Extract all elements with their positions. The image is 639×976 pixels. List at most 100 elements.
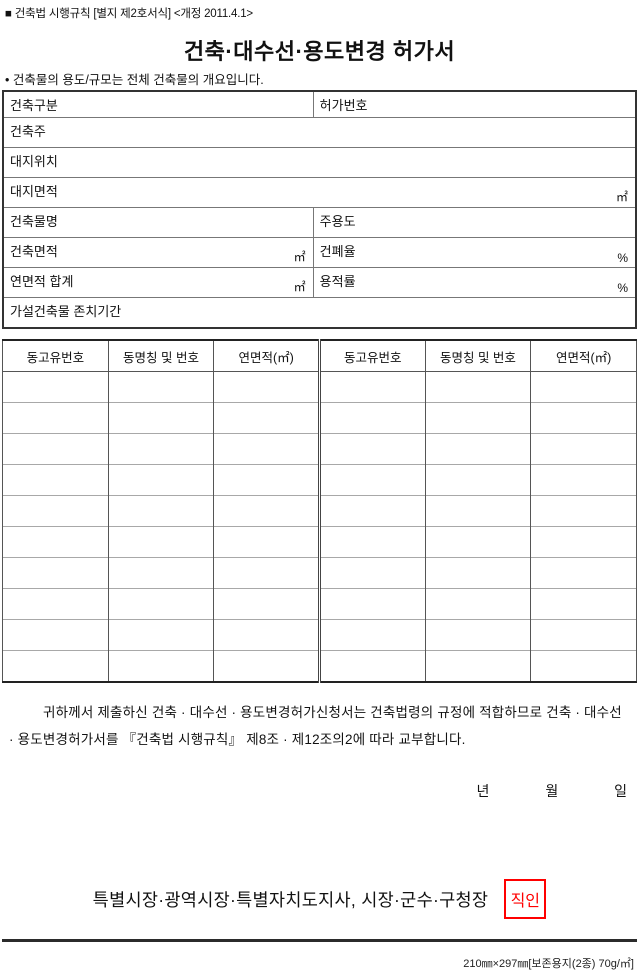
dong-table-empty-row xyxy=(2,402,637,434)
dong-name-header: 동명칭 및 번호 xyxy=(107,339,215,372)
dong-table-empty-cell xyxy=(2,588,109,620)
dong-table-empty-cell xyxy=(213,650,320,682)
building-name-label: 건축물명 xyxy=(10,214,58,229)
site-area-label: 대지면적 xyxy=(10,184,58,199)
main-use-label: 주용도 xyxy=(319,214,356,229)
dong-table-empty-cell xyxy=(530,588,637,620)
dong-table-empty-cell xyxy=(107,650,215,682)
dong-table-empty-cell xyxy=(107,588,215,620)
dong-table-empty-cell xyxy=(213,619,320,651)
dong-table-empty-cell xyxy=(530,619,637,651)
dong-table-empty-cell xyxy=(107,526,215,558)
dong-table-empty-cell xyxy=(317,402,426,434)
dong-table-empty-cell xyxy=(424,526,532,558)
coverage-ratio-unit: % xyxy=(617,251,628,265)
dong-table-empty-row xyxy=(2,371,637,403)
dong-table-empty-row xyxy=(2,433,637,465)
table-row: 연면적 합계 ㎡ 용적률 % xyxy=(2,267,637,298)
site-location-label: 대지위치 xyxy=(10,154,58,169)
dong-table-empty-row xyxy=(2,557,637,589)
dong-table-empty-cell xyxy=(107,402,215,434)
dong-table-empty-cell xyxy=(213,495,320,527)
temporary-building-cell: 가설건축물 존치기간 xyxy=(2,297,637,329)
table-row: 가설건축물 존치기간 xyxy=(2,297,637,329)
dong-table-empty-cell xyxy=(2,650,109,682)
table-row: 건축구분 허가번호 xyxy=(2,90,637,118)
dong-table-empty-cell xyxy=(530,402,637,434)
dong-table-empty-cell xyxy=(530,495,637,527)
dong-table-empty-row xyxy=(2,464,637,496)
dong-table-empty-cell xyxy=(317,650,426,682)
owner-label: 건축주 xyxy=(10,124,46,139)
building-name-cell: 건축물명 xyxy=(2,207,314,238)
paper-spec-note: 210㎜×297㎜[보존용지(2종) 70g/㎡] xyxy=(463,958,634,970)
building-area-cell: 건축면적 ㎡ xyxy=(2,237,314,268)
dong-table-empty-cell xyxy=(213,402,320,434)
dong-table-empty-cell xyxy=(424,464,532,496)
date-line: 년 월 일 xyxy=(2,781,637,801)
floor-area-ratio-unit: % xyxy=(617,281,628,295)
total-floor-area-label: 연면적 합계 xyxy=(10,274,74,289)
site-area-cell: 대지면적 ㎡ xyxy=(2,177,637,208)
dong-table-empty-row xyxy=(2,495,637,527)
site-location-cell: 대지위치 xyxy=(2,147,637,178)
signature-row: 특별시장·광역시장·특별자치도지사, 시장·군수·구청장 직인 xyxy=(2,879,637,919)
building-area-label: 건축면적 xyxy=(10,244,58,259)
dong-table-empty-cell xyxy=(424,650,532,682)
issuer-title: 특별시장·광역시장·특별자치도지사, 시장·군수·구청장 xyxy=(92,889,489,910)
official-seal-label: 직인 xyxy=(510,893,541,910)
dong-id-header: 동고유번호 xyxy=(2,339,109,372)
table-row: 대지면적 ㎡ xyxy=(2,177,637,208)
dong-table-empty-cell xyxy=(2,402,109,434)
bottom-rule xyxy=(2,939,637,942)
dong-table-empty-row xyxy=(2,650,637,682)
temporary-building-label: 가설건축물 존치기간 xyxy=(10,304,122,319)
dong-table-empty-cell xyxy=(530,464,637,496)
dong-table-empty-cell xyxy=(107,619,215,651)
dong-table-empty-cell xyxy=(424,402,532,434)
table-row: 대지위치 xyxy=(2,147,637,178)
construction-type-label: 건축구분 xyxy=(10,98,58,113)
dong-table-empty-cell xyxy=(530,557,637,589)
dong-table-empty-cell xyxy=(317,526,426,558)
dong-table-empty-row xyxy=(2,619,637,651)
dong-table-empty-cell xyxy=(107,464,215,496)
building-overview-table: 건축구분 허가번호 건축주 대지위치 대지면적 ㎡ 건축물명 주용도 xyxy=(2,90,637,329)
dong-table-empty-cell xyxy=(213,433,320,465)
dong-table-empty-cell xyxy=(107,433,215,465)
building-area-unit: ㎡ xyxy=(293,250,306,264)
construction-type-cell: 건축구분 xyxy=(2,90,314,118)
dong-table-empty-cell xyxy=(317,619,426,651)
dong-table-empty-cell xyxy=(317,495,426,527)
dong-table-empty-cell xyxy=(107,557,215,589)
site-area-unit: ㎡ xyxy=(615,190,628,204)
dong-table-empty-cell xyxy=(213,464,320,496)
dong-floor-area-header: 연면적(㎡) xyxy=(213,339,320,372)
dong-table-empty-cell xyxy=(424,557,532,589)
dong-table-empty-cell xyxy=(317,588,426,620)
table-row: 건축물명 주용도 xyxy=(2,207,637,238)
dong-table-empty-cell xyxy=(424,371,532,403)
table-row: 건축주 xyxy=(2,117,637,148)
dong-table-empty-cell xyxy=(107,371,215,403)
year-label: 년 xyxy=(476,783,490,799)
dong-table-empty-cell xyxy=(424,433,532,465)
dong-table-empty-row xyxy=(2,588,637,620)
form-title: 건축·대수선·용도변경 허가서 xyxy=(183,39,456,64)
dong-table-empty-cell xyxy=(317,371,426,403)
main-use-cell: 주용도 xyxy=(312,207,637,238)
coverage-ratio-label: 건폐율 xyxy=(319,244,356,259)
form-subtitle-note: • 건축물의 용도/규모는 전체 건축물의 개요입니다. xyxy=(5,73,264,87)
dong-table-empty-cell xyxy=(2,619,109,651)
dong-table-empty-cell xyxy=(2,557,109,589)
dong-list-table: 동고유번호 동명칭 및 번호 연면적(㎡) 동고유번호 동명칭 및 번호 연면적… xyxy=(2,339,637,683)
floor-area-ratio-cell: 용적률 % xyxy=(312,267,637,298)
dong-table-empty-cell xyxy=(213,557,320,589)
dong-floor-area-header: 연면적(㎡) xyxy=(530,339,637,372)
dong-table-empty-cell xyxy=(530,526,637,558)
dong-table-header-row: 동고유번호 동명칭 및 번호 연면적(㎡) 동고유번호 동명칭 및 번호 연면적… xyxy=(2,339,637,372)
dong-table-empty-cell xyxy=(213,588,320,620)
dong-table-empty-cell xyxy=(2,464,109,496)
table-row: 건축면적 ㎡ 건폐율 % xyxy=(2,237,637,268)
